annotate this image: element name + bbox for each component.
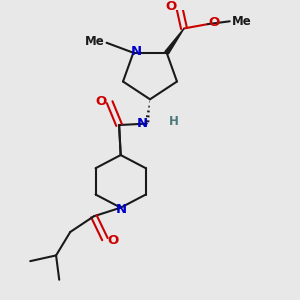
Text: O: O [108, 234, 119, 247]
Text: Me: Me [232, 15, 252, 28]
Text: O: O [208, 16, 220, 29]
Text: N: N [131, 45, 142, 58]
Text: Me: Me [85, 35, 105, 48]
Text: H: H [169, 115, 179, 128]
Text: O: O [96, 95, 107, 108]
Text: O: O [165, 0, 177, 13]
Text: N: N [136, 116, 148, 130]
Text: N: N [116, 203, 127, 216]
Polygon shape [165, 28, 184, 54]
